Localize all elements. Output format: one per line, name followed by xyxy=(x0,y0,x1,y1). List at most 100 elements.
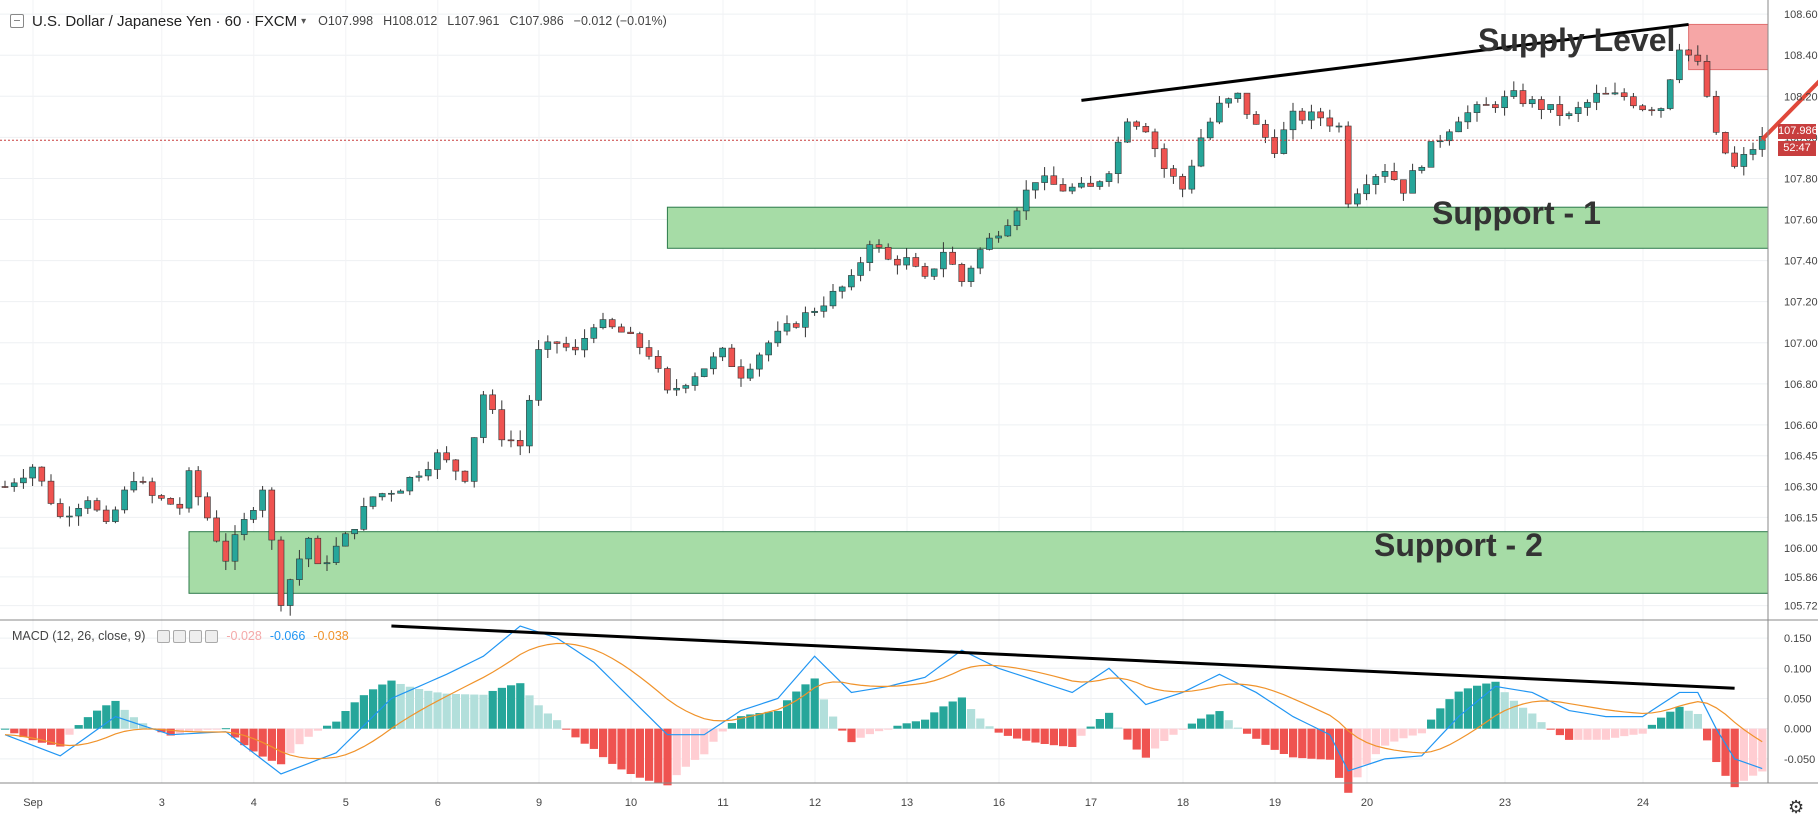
macd-histogram-bar xyxy=(249,728,258,752)
macd-title[interactable]: MACD (12, 26, close, 9) xyxy=(12,629,146,643)
candle-body xyxy=(185,470,193,509)
eye-icon[interactable] xyxy=(157,629,171,643)
candle-body xyxy=(802,312,809,328)
macd-histogram-bar xyxy=(47,728,56,745)
macd-histogram-bar xyxy=(56,728,65,747)
macd-histogram-bar xyxy=(323,725,332,729)
macd-histogram-bar xyxy=(1601,728,1610,740)
symbol-title[interactable]: U.S. Dollar / Japanese Yen · 60 · FXCM xyxy=(32,12,298,30)
candle-body xyxy=(222,540,230,562)
candle-body xyxy=(1170,168,1177,177)
candle-body xyxy=(664,368,671,391)
price-trendline xyxy=(1081,22,1689,102)
chevron-down-icon[interactable]: ▾ xyxy=(301,15,307,27)
projection-path xyxy=(1760,79,1818,141)
candle-body xyxy=(121,489,128,511)
macd-histogram-bar xyxy=(1390,728,1399,742)
candle-body xyxy=(1326,117,1334,127)
candle-body xyxy=(765,342,772,356)
macd-histogram-bar xyxy=(1206,714,1215,729)
candle-body xyxy=(1096,181,1104,187)
macd-histogram-bar xyxy=(985,726,994,729)
macd-histogram-bar xyxy=(810,678,819,729)
candle-body xyxy=(710,356,717,370)
candle-body xyxy=(1519,90,1527,105)
support-zones xyxy=(188,206,1769,594)
close-value: C107.986 xyxy=(509,14,564,28)
candle-body xyxy=(1344,125,1352,205)
macd-histogram-bar xyxy=(1261,728,1270,745)
support2-label: Support - 2 xyxy=(1374,527,1543,563)
candle-body xyxy=(1538,99,1545,110)
macd-histogram-bar xyxy=(1703,728,1712,741)
macd-histogram-bar xyxy=(1187,723,1196,729)
candle-body xyxy=(139,481,147,483)
macd-histogram-bar xyxy=(1169,728,1178,735)
macd-histogram-bar xyxy=(1178,728,1187,730)
macd-histogram-bar xyxy=(19,728,28,738)
candle-body xyxy=(1004,225,1012,237)
candle-body xyxy=(857,262,864,276)
macd-histogram-bar xyxy=(286,728,295,754)
macd-histogram-bar xyxy=(1721,728,1730,776)
macd-histogram-bar xyxy=(1647,724,1656,729)
format-icon[interactable] xyxy=(189,629,203,643)
macd-histogram-bar xyxy=(10,728,19,734)
macd-histogram-bar xyxy=(764,711,773,729)
macd-histogram-bar xyxy=(1353,728,1362,778)
macd-histogram-bar xyxy=(599,728,608,758)
candle-body xyxy=(434,452,441,470)
macd-histogram-bar xyxy=(1362,728,1371,765)
time-tick-label: 3 xyxy=(159,797,165,809)
collapse-icon[interactable] xyxy=(10,14,24,28)
macd-lines xyxy=(4,625,1763,775)
candle-body xyxy=(415,475,423,478)
candle-body xyxy=(1556,104,1564,117)
settings-icon[interactable] xyxy=(173,629,187,643)
candle-body xyxy=(1308,111,1315,121)
macd-histogram-bar xyxy=(1325,728,1334,760)
candle-body xyxy=(1179,176,1186,190)
macd-histogram-bar xyxy=(1712,728,1721,763)
candle-body xyxy=(921,266,929,277)
macd-histogram-bar xyxy=(65,728,74,735)
candle-body xyxy=(976,249,984,269)
macd-histogram-bar xyxy=(1040,728,1049,744)
macd-histogram-bar xyxy=(267,728,276,761)
macd-histogram-bar xyxy=(1141,728,1150,758)
candle-body xyxy=(1501,96,1508,109)
candle-body xyxy=(756,354,763,370)
macd-histogram-bar xyxy=(332,721,341,729)
macd-histogram-bar xyxy=(1270,728,1279,750)
candle-body xyxy=(838,286,846,292)
candle-body xyxy=(636,333,644,348)
macd-histogram-bar xyxy=(1657,717,1666,729)
macd-histogram-bar xyxy=(1519,707,1528,729)
macd-histogram-bar xyxy=(856,728,865,738)
candle-body xyxy=(737,366,745,379)
macd-histogram-bar xyxy=(194,728,203,731)
close-icon[interactable] xyxy=(205,629,219,643)
candle-body xyxy=(1013,210,1021,226)
price-tick-label: 108.400 xyxy=(1784,50,1818,62)
gear-icon[interactable]: ⚙ xyxy=(1788,797,1805,817)
candle-body xyxy=(461,470,469,482)
price-tick-label: 106.150 xyxy=(1784,512,1818,524)
candle-body xyxy=(1547,104,1554,110)
candle-body xyxy=(158,495,165,499)
macd-histogram-bar xyxy=(1316,728,1325,760)
candle-body xyxy=(1068,186,1076,192)
candle-body xyxy=(268,489,276,541)
candle-body xyxy=(1758,136,1766,150)
candle-body xyxy=(544,341,552,350)
macd-tick-label: 0.000 xyxy=(1784,724,1812,736)
indicator-controls xyxy=(157,629,219,643)
candle-body xyxy=(1216,102,1223,123)
candle-body xyxy=(452,459,460,472)
macd-histogram-bar xyxy=(1197,718,1206,729)
macd-histogram-bar xyxy=(461,694,470,729)
candle-body xyxy=(866,244,874,263)
macd-histogram-bar xyxy=(1739,728,1748,781)
candle-body xyxy=(1492,104,1499,109)
